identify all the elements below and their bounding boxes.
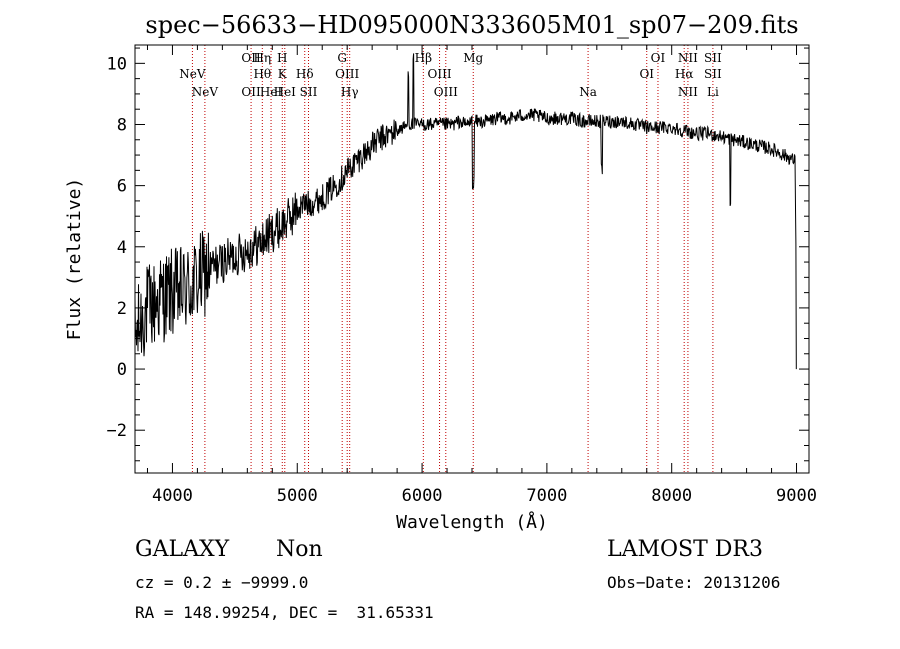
line-label: HeI (260, 85, 283, 99)
line-label: OIII (434, 85, 458, 99)
y-tick-label: 8 (117, 115, 127, 135)
x-tick-label: 6000 (402, 486, 443, 506)
line-label: K (278, 67, 288, 81)
coordinates-text: RA = 148.99254, DEC = 31.65331 (135, 603, 434, 622)
line-label: H (277, 51, 287, 65)
chart-title: spec−56633−HD095000N333605M01_sp07−209.f… (145, 11, 798, 39)
line-label: NeV (179, 67, 206, 81)
line-label: NeV (192, 85, 219, 99)
line-label: OII (241, 51, 261, 65)
y-tick-label: 4 (117, 238, 127, 258)
line-label: Hθ (253, 67, 271, 81)
y-tick-label: 6 (117, 177, 127, 197)
object-class: GALAXY (135, 537, 230, 562)
y-tick-label: 2 (117, 299, 127, 319)
line-label: Na (579, 85, 597, 99)
line-label: HeI (274, 85, 297, 99)
emission-line-markers (191, 45, 714, 473)
object-subclass: Non (276, 537, 323, 562)
line-label: Li (707, 85, 719, 99)
line-label: OI (651, 51, 666, 65)
x-tick-label: 9000 (776, 486, 817, 506)
y-axis-label: Flux (relative) (64, 178, 85, 341)
x-tick-label: 8000 (651, 486, 692, 506)
line-label: OI (639, 67, 654, 81)
spectrum-chart: spec−56633−HD095000N333605M01_sp07−209.f… (64, 11, 817, 533)
line-label: Mg (463, 51, 483, 65)
x-tick-label: 4000 (152, 486, 193, 506)
line-label: OIII (335, 67, 359, 81)
line-label: Hβ (415, 51, 432, 65)
redshift-text: cz = 0.2 ± −9999.0 (135, 573, 309, 592)
x-axis-label: Wavelength (Å) (396, 511, 548, 533)
x-axis-ticks: 4000 5000 6000 7000 8000 9000 (146, 45, 817, 506)
line-label: Hγ (341, 85, 359, 99)
line-label: SII (704, 67, 722, 81)
line-label: OIII (428, 67, 452, 81)
line-label: Hα (675, 67, 694, 81)
survey-name: LAMOST DR3 (607, 537, 763, 562)
obs-date: Obs−Date: 20131206 (607, 573, 781, 592)
line-label: SII (300, 85, 318, 99)
y-tick-label: −2 (107, 421, 127, 441)
line-label: G (337, 51, 347, 65)
flux-series-line (134, 53, 797, 370)
line-label: OII (241, 85, 261, 99)
x-tick-label: 5000 (277, 486, 318, 506)
emission-line-labels: NeVNeVOIIOIIHηHθHeIHKHeIHδSIIGOIIIHγHβOI… (179, 51, 722, 99)
line-label: Hδ (296, 67, 314, 81)
y-tick-label: 0 (117, 360, 127, 380)
x-tick-label: 7000 (526, 486, 567, 506)
line-label: SII (704, 51, 722, 65)
line-label: NII (678, 85, 698, 99)
line-label: Hη (253, 51, 271, 65)
line-label: NII (678, 51, 698, 65)
y-tick-label: 10 (107, 54, 127, 74)
y-axis-ticks: −2 0 2 4 6 8 10 (107, 47, 809, 462)
